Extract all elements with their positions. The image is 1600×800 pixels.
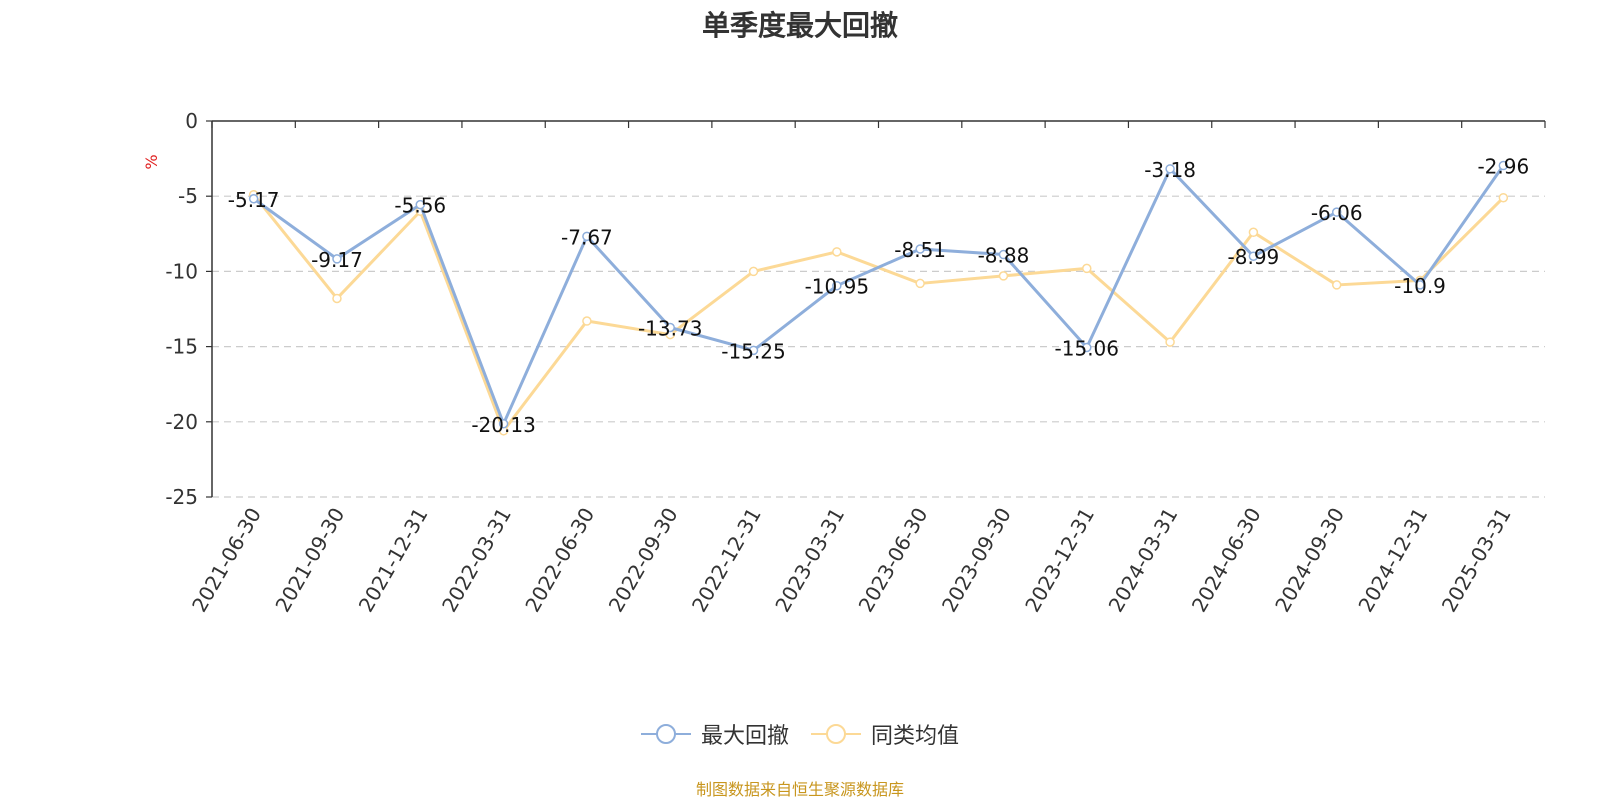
x-tick-label: 2021-12-31	[354, 504, 433, 617]
data-point-peer-average	[332, 293, 342, 304]
x-tick-label: 2023-03-31	[770, 504, 849, 617]
series-line-peer-average	[252, 193, 1505, 433]
x-tick-label: 2022-09-30	[604, 504, 683, 617]
data-label: -5.56	[394, 194, 446, 218]
data-point-max-drawdown	[748, 345, 759, 356]
x-tick-label: 2022-03-31	[437, 504, 516, 617]
series-line-max-drawdown	[252, 164, 1505, 426]
legend-label-peer-average: 同类均值	[871, 724, 960, 749]
data-point-max-drawdown	[915, 244, 925, 254]
data-label: -8.51	[894, 238, 946, 262]
x-tick-label: 2023-12-31	[1020, 504, 1099, 617]
data-label: -8.88	[978, 244, 1030, 268]
y-tick-label: -25	[165, 485, 198, 509]
data-point-max-drawdown	[1415, 280, 1425, 290]
legend: 最大回撤 同类均值	[0, 718, 1600, 750]
x-tick-label: 2021-06-30	[187, 504, 266, 617]
data-point-max-drawdown	[998, 249, 1009, 260]
x-tick-label: 2022-12-31	[687, 504, 766, 617]
data-label: -10.95	[805, 275, 869, 299]
data-point-max-drawdown	[415, 199, 426, 210]
y-tick-label: -15	[165, 335, 198, 359]
data-label: -13.73	[638, 316, 702, 340]
data-point-peer-average	[748, 266, 759, 277]
data-label: -15.06	[1055, 337, 1119, 361]
data-label: -10.9	[1394, 274, 1446, 298]
x-tick-label: 2023-06-30	[854, 504, 933, 617]
x-tick-label: 2025-03-31	[1437, 504, 1516, 617]
data-label: -9.17	[311, 248, 363, 272]
y-tick-label: -5	[178, 184, 198, 208]
data-point-max-drawdown	[1498, 160, 1509, 171]
data-point-peer-average	[1498, 192, 1509, 203]
legend-marker-peer-average-icon	[811, 724, 861, 744]
source-footer: 制图数据来自恒生聚源数据库	[695, 780, 904, 799]
legend-item-peer-average[interactable]: 同类均值	[811, 718, 959, 750]
x-tick-label: 2024-06-30	[1187, 504, 1266, 617]
data-point-peer-average	[1165, 337, 1175, 347]
legend-marker-max-drawdown-icon	[640, 724, 691, 744]
legend-label-max-drawdown: 最大回撤	[700, 724, 789, 749]
data-label: -15.25	[721, 339, 785, 363]
y-tick-label: -20	[165, 410, 198, 434]
data-point-peer-average	[915, 278, 925, 289]
data-label: -7.67	[561, 225, 613, 249]
x-tick-label: 2024-12-31	[1353, 504, 1432, 617]
data-point-max-drawdown	[832, 280, 842, 291]
data-point-max-drawdown	[1082, 342, 1092, 353]
data-label: -3.18	[1144, 158, 1196, 182]
data-point-peer-average	[1331, 280, 1342, 290]
data-label: -5.17	[228, 188, 280, 212]
x-tick-label: 2022-06-30	[520, 504, 599, 617]
y-tick-label: 0	[185, 109, 198, 133]
data-point-max-drawdown	[665, 322, 675, 333]
x-tick-label: 2023-09-30	[937, 504, 1016, 617]
y-axis-unit-label: %	[142, 154, 161, 169]
data-label: -8.99	[1228, 245, 1280, 269]
legend-item-max-drawdown[interactable]: 最大回撤	[640, 718, 789, 750]
data-point-max-drawdown	[248, 194, 259, 204]
data-point-peer-average	[1082, 263, 1092, 274]
data-point-peer-average	[1248, 227, 1259, 238]
data-point-peer-average	[582, 316, 592, 326]
data-label: -2.96	[1477, 155, 1529, 179]
x-tick-label: 2024-09-30	[1270, 504, 1349, 617]
y-tick-label: -10	[165, 259, 198, 283]
data-point-max-drawdown	[1165, 164, 1175, 174]
chart-title: 单季度最大回撤	[701, 9, 898, 42]
data-point-max-drawdown	[332, 254, 342, 264]
data-point-peer-average	[998, 271, 1009, 281]
data-label: -6.06	[1311, 201, 1363, 225]
data-point-max-drawdown	[582, 231, 592, 242]
data-point-max-drawdown	[1331, 207, 1342, 217]
data-point-max-drawdown	[498, 419, 509, 429]
x-tick-label: 2021-09-30	[270, 504, 349, 617]
data-label: -20.13	[471, 413, 535, 437]
data-point-peer-average	[832, 247, 842, 257]
x-tick-label: 2024-03-31	[1104, 504, 1183, 617]
data-point-max-drawdown	[1248, 251, 1259, 261]
